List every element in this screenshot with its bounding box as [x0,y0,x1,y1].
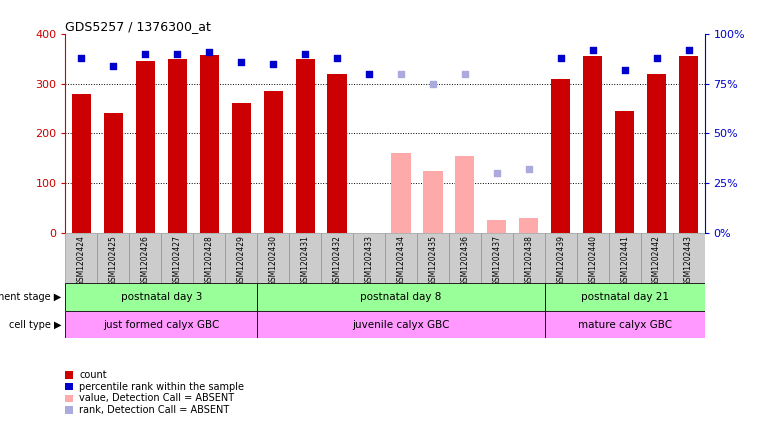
Point [139,50,152,57]
Point [299,50,311,57]
Text: GSM1202433: GSM1202433 [364,235,373,286]
Text: mature calyx GBC: mature calyx GBC [578,320,671,330]
Text: postnatal day 21: postnatal day 21 [581,292,668,302]
Point [427,80,439,87]
Point [490,170,503,176]
Point [587,47,599,53]
Point [523,166,535,173]
Bar [162,233,193,283]
Point [363,70,375,77]
Bar [199,55,219,233]
Text: GSM1202443: GSM1202443 [684,235,693,286]
Point [554,54,567,61]
Point [267,60,280,67]
Text: just formed calyx GBC: just formed calyx GBC [103,320,219,330]
Text: cell type ▶: cell type ▶ [9,320,62,330]
Bar [136,61,155,233]
Bar [104,113,123,233]
Text: GSM1202435: GSM1202435 [428,235,437,286]
Bar [65,233,97,283]
Bar [65,311,257,338]
Point [651,54,663,61]
Bar [232,104,251,233]
Text: GSM1202427: GSM1202427 [172,235,182,286]
Bar [480,233,513,283]
Bar [615,111,634,233]
Point [395,70,407,77]
Bar [65,283,257,311]
Text: GSM1202429: GSM1202429 [236,235,246,286]
Text: GDS5257 / 1376300_at: GDS5257 / 1376300_at [65,20,211,33]
Bar [257,283,545,311]
Text: postnatal day 8: postnatal day 8 [360,292,442,302]
Text: GSM1202438: GSM1202438 [524,235,534,286]
Bar [72,94,91,233]
Bar [545,283,705,311]
Text: GSM1202436: GSM1202436 [460,235,470,286]
Bar [168,59,187,233]
Text: rank, Detection Call = ABSENT: rank, Detection Call = ABSENT [79,405,229,415]
Text: GSM1202440: GSM1202440 [588,235,598,286]
Point [235,58,247,65]
Bar [391,153,410,233]
Bar [449,233,480,283]
Point [203,48,216,55]
Text: GSM1202425: GSM1202425 [109,235,118,286]
Bar [455,156,474,233]
Text: GSM1202430: GSM1202430 [269,235,278,286]
Point [171,50,183,57]
Text: percentile rank within the sample: percentile rank within the sample [79,382,244,392]
Text: GSM1202437: GSM1202437 [492,235,501,286]
Bar [327,74,346,233]
Text: GSM1202439: GSM1202439 [556,235,565,286]
Bar [545,233,577,283]
Bar [583,56,602,233]
Text: postnatal day 3: postnatal day 3 [121,292,202,302]
Bar [577,233,609,283]
Text: GSM1202441: GSM1202441 [620,235,629,286]
Text: juvenile calyx GBC: juvenile calyx GBC [352,320,450,330]
Bar [424,170,443,233]
Bar [673,233,705,283]
Bar [353,233,385,283]
Bar [193,233,226,283]
Bar [647,74,666,233]
Bar [641,233,673,283]
Bar [609,233,641,283]
Text: value, Detection Call = ABSENT: value, Detection Call = ABSENT [79,393,234,404]
Bar [296,59,315,233]
Text: GSM1202426: GSM1202426 [141,235,150,286]
Text: GSM1202432: GSM1202432 [333,235,342,286]
Bar [257,311,545,338]
Bar [679,56,698,233]
Bar [487,220,507,233]
Bar [545,311,705,338]
Text: GSM1202431: GSM1202431 [300,235,310,286]
Text: GSM1202442: GSM1202442 [652,235,661,286]
Bar [129,233,162,283]
Bar [263,91,283,233]
Bar [417,233,449,283]
Text: GSM1202428: GSM1202428 [205,235,214,286]
Text: count: count [79,370,107,380]
Bar [257,233,290,283]
Text: GSM1202434: GSM1202434 [397,235,406,286]
Point [331,54,343,61]
Point [107,62,119,69]
Bar [290,233,321,283]
Bar [513,233,545,283]
Text: development stage ▶: development stage ▶ [0,292,62,302]
Bar [519,218,538,233]
Bar [385,233,417,283]
Point [459,70,471,77]
Text: GSM1202424: GSM1202424 [77,235,86,286]
Bar [321,233,353,283]
Point [618,66,631,73]
Point [682,47,695,53]
Bar [98,233,129,283]
Point [75,54,88,61]
Bar [226,233,257,283]
Bar [551,79,571,233]
